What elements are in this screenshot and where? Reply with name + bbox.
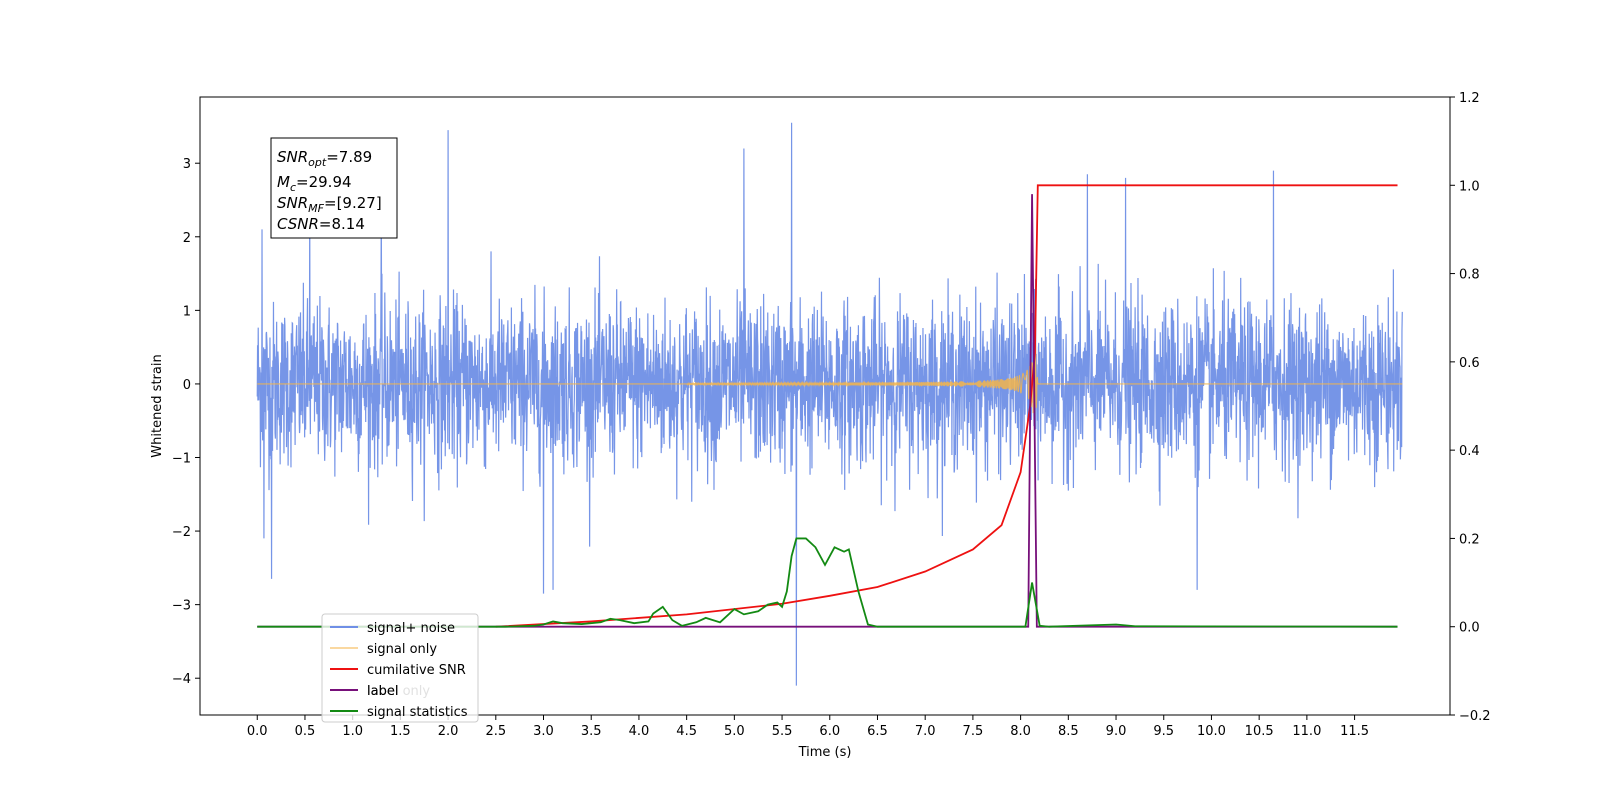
legend-entry-label: signal statistics	[367, 705, 468, 720]
stats-annotation-line: CSNR=8.14	[277, 215, 365, 233]
x-axis: 0.0 0.5 1.0 1.5 2.0 2.5 3.0 3.5 4.0 4.5 5.0 5.5 6.0 6…	[247, 715, 1369, 739]
y2-tick-label: 0.8	[1459, 268, 1480, 283]
stats-annotation-line: SNRopt=7.89	[277, 148, 372, 169]
legend-entry-label: signal+ noise	[367, 621, 455, 636]
legend-entry-label: label	[367, 684, 398, 699]
x-tick-label: 8.0	[1010, 724, 1031, 739]
series-signal-noise-line	[256, 122, 1403, 686]
y2-tick-label: 0.4	[1459, 444, 1480, 459]
y-tick-label: −4	[172, 672, 191, 687]
x-tick-label: 4.5	[676, 724, 697, 739]
x-tick-label: 11.0	[1292, 724, 1321, 739]
x-tick-label: 2.5	[485, 724, 506, 739]
y-tick-label: −1	[172, 452, 191, 467]
stats-annotation-line: Mc=29.94	[277, 173, 352, 194]
x-tick-label: 3.0	[533, 724, 554, 739]
x-tick-label: 1.5	[390, 724, 411, 739]
y-axis-label: Whitened strain	[150, 354, 165, 457]
x-tick-label: 3.5	[581, 724, 602, 739]
y2-tick-label: 0.2	[1459, 532, 1480, 547]
stats-annotation-line: SNRMF=[9.27]	[277, 194, 382, 215]
x-tick-label: 7.5	[963, 724, 984, 739]
y-axis-left: −4 −3 −2 −1 0 1 2 3	[172, 157, 200, 687]
stats-annotation-frame	[270, 137, 398, 239]
y-tick-label: 3	[183, 157, 191, 172]
series-signal-statistics-line	[257, 537, 1398, 628]
x-tick-label: 10.0	[1197, 724, 1226, 739]
x-tick-label: 2.0	[438, 724, 459, 739]
y2-tick-label: 1.2	[1459, 91, 1480, 106]
x-tick-label: 6.0	[819, 724, 840, 739]
legend-entry-label: label only	[367, 684, 430, 699]
x-tick-label: 0.0	[247, 724, 268, 739]
y2-tick-label: 1.0	[1459, 179, 1480, 194]
x-tick-label: 7.0	[915, 724, 936, 739]
y2-tick-label: 0.6	[1459, 356, 1480, 371]
x-tick-label: 9.5	[1153, 724, 1174, 739]
y-tick-label: 2	[183, 231, 191, 246]
legend: signal+ noise signal only cumilative SNR la…	[321, 613, 479, 723]
x-tick-label: 5.0	[724, 724, 745, 739]
x-tick-label: 5.5	[772, 724, 793, 739]
legend-entry-label: label	[367, 684, 398, 699]
x-tick-label: 1.0	[342, 724, 363, 739]
y-tick-label: 1	[183, 304, 191, 319]
plot-series-layer	[256, 122, 1403, 686]
x-tick-label: 6.5	[867, 724, 888, 739]
x-tick-label: 10.5	[1245, 724, 1274, 739]
plot-frame	[199, 96, 1451, 716]
x-tick-label: 8.5	[1058, 724, 1079, 739]
y-tick-label: 0	[183, 378, 191, 393]
series-signal-only-line	[257, 343, 1403, 432]
legend-frame	[321, 613, 479, 723]
y2-tick-label: −0.2	[1459, 709, 1491, 724]
y2-tick-label: 0.0	[1459, 621, 1480, 636]
y-tick-label: −2	[172, 525, 191, 540]
y-axis-right: −0.2 0.0 0.2 0.4 0.6 0.8 1.0 1.2	[1450, 91, 1491, 724]
x-tick-label: 0.5	[295, 724, 316, 739]
x-tick-label: 4.0	[629, 724, 650, 739]
legend-entry-label: signal only	[367, 642, 437, 657]
x-tick-label: 9.0	[1106, 724, 1127, 739]
y-tick-label: −3	[172, 599, 191, 614]
legend-entry-label: cumilative SNR	[367, 663, 466, 678]
x-axis-label: Time (s)	[798, 745, 852, 760]
x-tick-label: 11.5	[1340, 724, 1369, 739]
